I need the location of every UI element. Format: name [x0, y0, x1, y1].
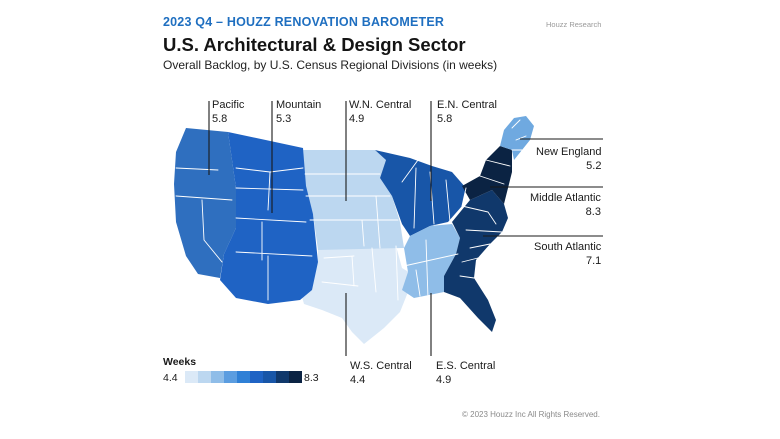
- region-e-s-central: [402, 224, 460, 298]
- legend-swatch: [263, 371, 276, 383]
- report-kicker: 2023 Q4 – HOUZZ RENOVATION BAROMETER: [163, 15, 445, 29]
- legend-title: Weeks: [163, 356, 197, 368]
- legend-swatch: [289, 371, 302, 383]
- legend-swatch: [211, 371, 224, 383]
- region-name: Middle Atlantic: [530, 192, 601, 204]
- state-borders: [175, 119, 527, 301]
- region-name: Mountain: [276, 99, 322, 111]
- label-es-central: E.S. Central 4.9: [436, 359, 495, 387]
- region-south-atlantic: [444, 190, 508, 332]
- region-value: 8.3: [585, 206, 601, 218]
- region-value: 5.3: [276, 113, 292, 125]
- region-new-england: [500, 116, 534, 160]
- label-wn-central: W.N. Central 4.9: [349, 98, 411, 126]
- region-name: E.S. Central: [436, 360, 496, 372]
- chart-subtitle: Overall Backlog, by U.S. Census Regional…: [163, 58, 498, 72]
- legend-swatch: [250, 371, 263, 383]
- region-value: 5.2: [586, 160, 602, 172]
- label-middle-atlantic: Middle Atlantic 8.3: [530, 191, 601, 219]
- region-value: 4.9: [436, 374, 452, 386]
- region-value: 4.9: [349, 113, 365, 125]
- region-name: W.N. Central: [349, 99, 412, 111]
- label-pacific: Pacific 5.8: [212, 98, 244, 126]
- label-new-england: New England 5.2: [536, 145, 601, 173]
- leader-lines: [208, 101, 603, 356]
- region-value: 7.1: [585, 255, 602, 267]
- legend-swatch: [185, 371, 198, 383]
- label-south-atlantic: South Atlantic 7.1: [534, 240, 601, 268]
- region-name: E.N. Central: [437, 99, 497, 111]
- region-w-s-central: [300, 246, 412, 344]
- label-mountain: Mountain 5.3: [276, 98, 321, 126]
- copyright-footer: © 2023 Houzz Inc All Rights Reserved.: [462, 410, 600, 419]
- legend-swatch: [276, 371, 289, 383]
- legend-swatch: [237, 371, 250, 383]
- legend-scale: [185, 371, 302, 383]
- region-name: Pacific: [212, 99, 245, 111]
- label-en-central: E.N. Central 5.8: [437, 98, 497, 126]
- region-middle-atlantic: [462, 146, 512, 204]
- region-value: 4.4: [350, 374, 366, 386]
- region-value: 5.8: [212, 113, 228, 125]
- region-value: 5.8: [437, 113, 453, 125]
- region-mountain: [220, 132, 318, 304]
- region-w-n-central: [303, 150, 404, 250]
- legend-min: 4.4: [163, 372, 178, 384]
- region-name: New England: [536, 146, 602, 158]
- region-name: South Atlantic: [534, 241, 602, 253]
- legend-max: 8.3: [304, 372, 319, 384]
- region-pacific: [174, 128, 236, 278]
- legend-swatch: [224, 371, 237, 383]
- chart-title: U.S. Architectural & Design Sector: [163, 34, 466, 55]
- label-ws-central: W.S. Central 4.4: [350, 359, 412, 387]
- region-name: W.S. Central: [350, 360, 412, 372]
- region-e-n-central: [375, 150, 466, 236]
- brand-watermark: Houzz Research: [546, 20, 602, 29]
- legend-swatch: [198, 371, 211, 383]
